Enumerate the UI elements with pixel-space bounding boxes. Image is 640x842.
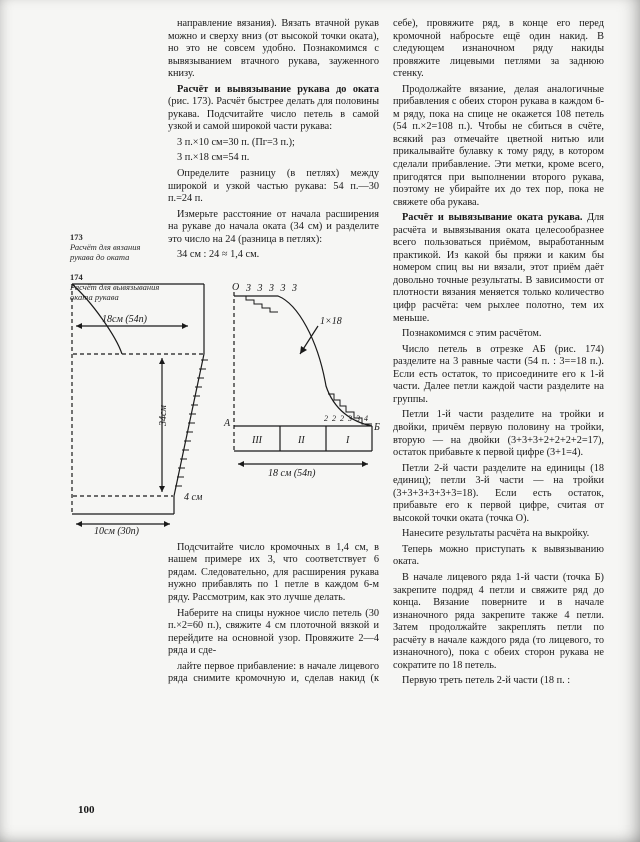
note-173-text: Расчёт для вязания рукава до оката	[70, 242, 140, 262]
para: Познакомимся с этим расчётом.	[393, 328, 604, 341]
lbl-II: II	[297, 435, 305, 446]
run: Для расчёта и вывязывания оката целесооб…	[393, 212, 604, 323]
lbl-O: О	[232, 282, 239, 293]
para: Число петель в отрезке АБ (рис. 174) раз…	[393, 344, 604, 407]
lbl-I: I	[345, 435, 350, 446]
diagram-173-174: 18см (54п) 34см 4 см 10см (30п) О 3 3 3 …	[62, 266, 280, 536]
para: Наберите на спицы нужное число петель (3…	[168, 608, 379, 658]
lbl-22234: 2 2 2 3 3 4	[324, 414, 369, 423]
para: 34 см : 24 ≈ 1,4 см.	[168, 249, 379, 262]
lbl-10cm: 10см (30п)	[94, 526, 140, 536]
para: Нанесите результаты расчёта на выкройку.	[393, 528, 604, 541]
para: Подсчитайте число кромочных в 1,4 см, в …	[168, 542, 379, 605]
para: Определите разницу (в петлях) между широ…	[168, 168, 379, 206]
lbl-18cm: 18 см (54п)	[268, 468, 316, 479]
run: (рис. 173). Расчёт быстрее делать для по…	[168, 96, 379, 132]
para: Петли 2-й части разделите на единицы (18…	[393, 463, 604, 526]
page-content: направление вязания). Вязать втачной рук…	[168, 18, 604, 688]
para: Продолжайте вязание, делая аналогичные п…	[393, 84, 604, 209]
lbl-B: Б	[373, 422, 380, 433]
para: Первую треть петель 2-й части (18 п. :	[393, 675, 604, 688]
note-173-num: 173	[70, 232, 83, 242]
para: В начале лицевого ряда 1-й части (точка …	[393, 572, 604, 672]
para: направление вязания). Вязать втачной рук…	[168, 18, 379, 81]
lbl-A: А	[223, 418, 231, 429]
page: { "sideNotes": { "n173": { "num": "173",…	[0, 0, 640, 842]
para: Измерьте расстояние от начала расширения…	[168, 209, 379, 247]
lbl-18cm-left: 18см (54п)	[102, 314, 148, 325]
lbl-34cm: 34см	[158, 404, 169, 426]
para: Теперь можно приступать к вывязыванию ок…	[393, 544, 604, 569]
bold-run: Расчёт и вывязывание рукава до оката	[177, 84, 379, 95]
para: Расчёт и вывязывание рукава до оката (ри…	[168, 84, 379, 134]
para: 3 п.×18 см=54 п.	[168, 152, 379, 165]
lbl-4cm: 4 см	[184, 492, 203, 503]
para: Петли 1-й части разделите на тройки и дв…	[393, 409, 604, 459]
text-columns: направление вязания). Вязать втачной рук…	[168, 18, 604, 688]
lbl-333: 3 3 3 3 3	[245, 283, 299, 294]
bold-run: Расчёт и вывязывание оката рукава.	[402, 212, 583, 223]
para: 3 п.×10 см=30 п. (Пг=3 п.);	[168, 137, 379, 150]
note-173: 173 Расчёт для вязания рукава до оката	[70, 233, 160, 262]
lbl-1x18: 1×18	[320, 316, 342, 327]
para: Расчёт и вывязывание оката рукава. Для р…	[393, 212, 604, 325]
lbl-III: III	[251, 435, 263, 446]
page-number: 100	[78, 804, 95, 816]
